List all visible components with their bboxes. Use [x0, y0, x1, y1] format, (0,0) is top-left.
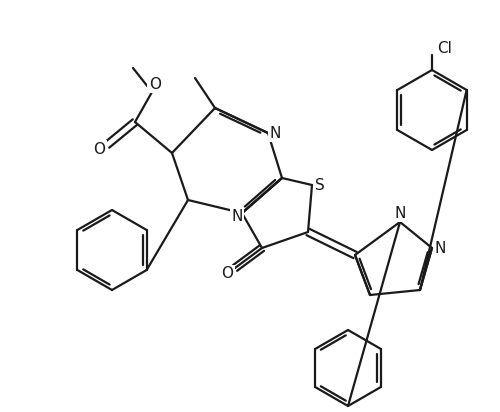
Text: N: N [270, 126, 280, 140]
Text: O: O [221, 267, 233, 281]
Text: S: S [315, 178, 325, 192]
Text: N: N [434, 241, 446, 255]
Text: O: O [149, 77, 161, 91]
Text: O: O [93, 141, 105, 157]
Text: Cl: Cl [437, 40, 452, 56]
Text: N: N [394, 206, 406, 220]
Text: N: N [232, 208, 242, 223]
